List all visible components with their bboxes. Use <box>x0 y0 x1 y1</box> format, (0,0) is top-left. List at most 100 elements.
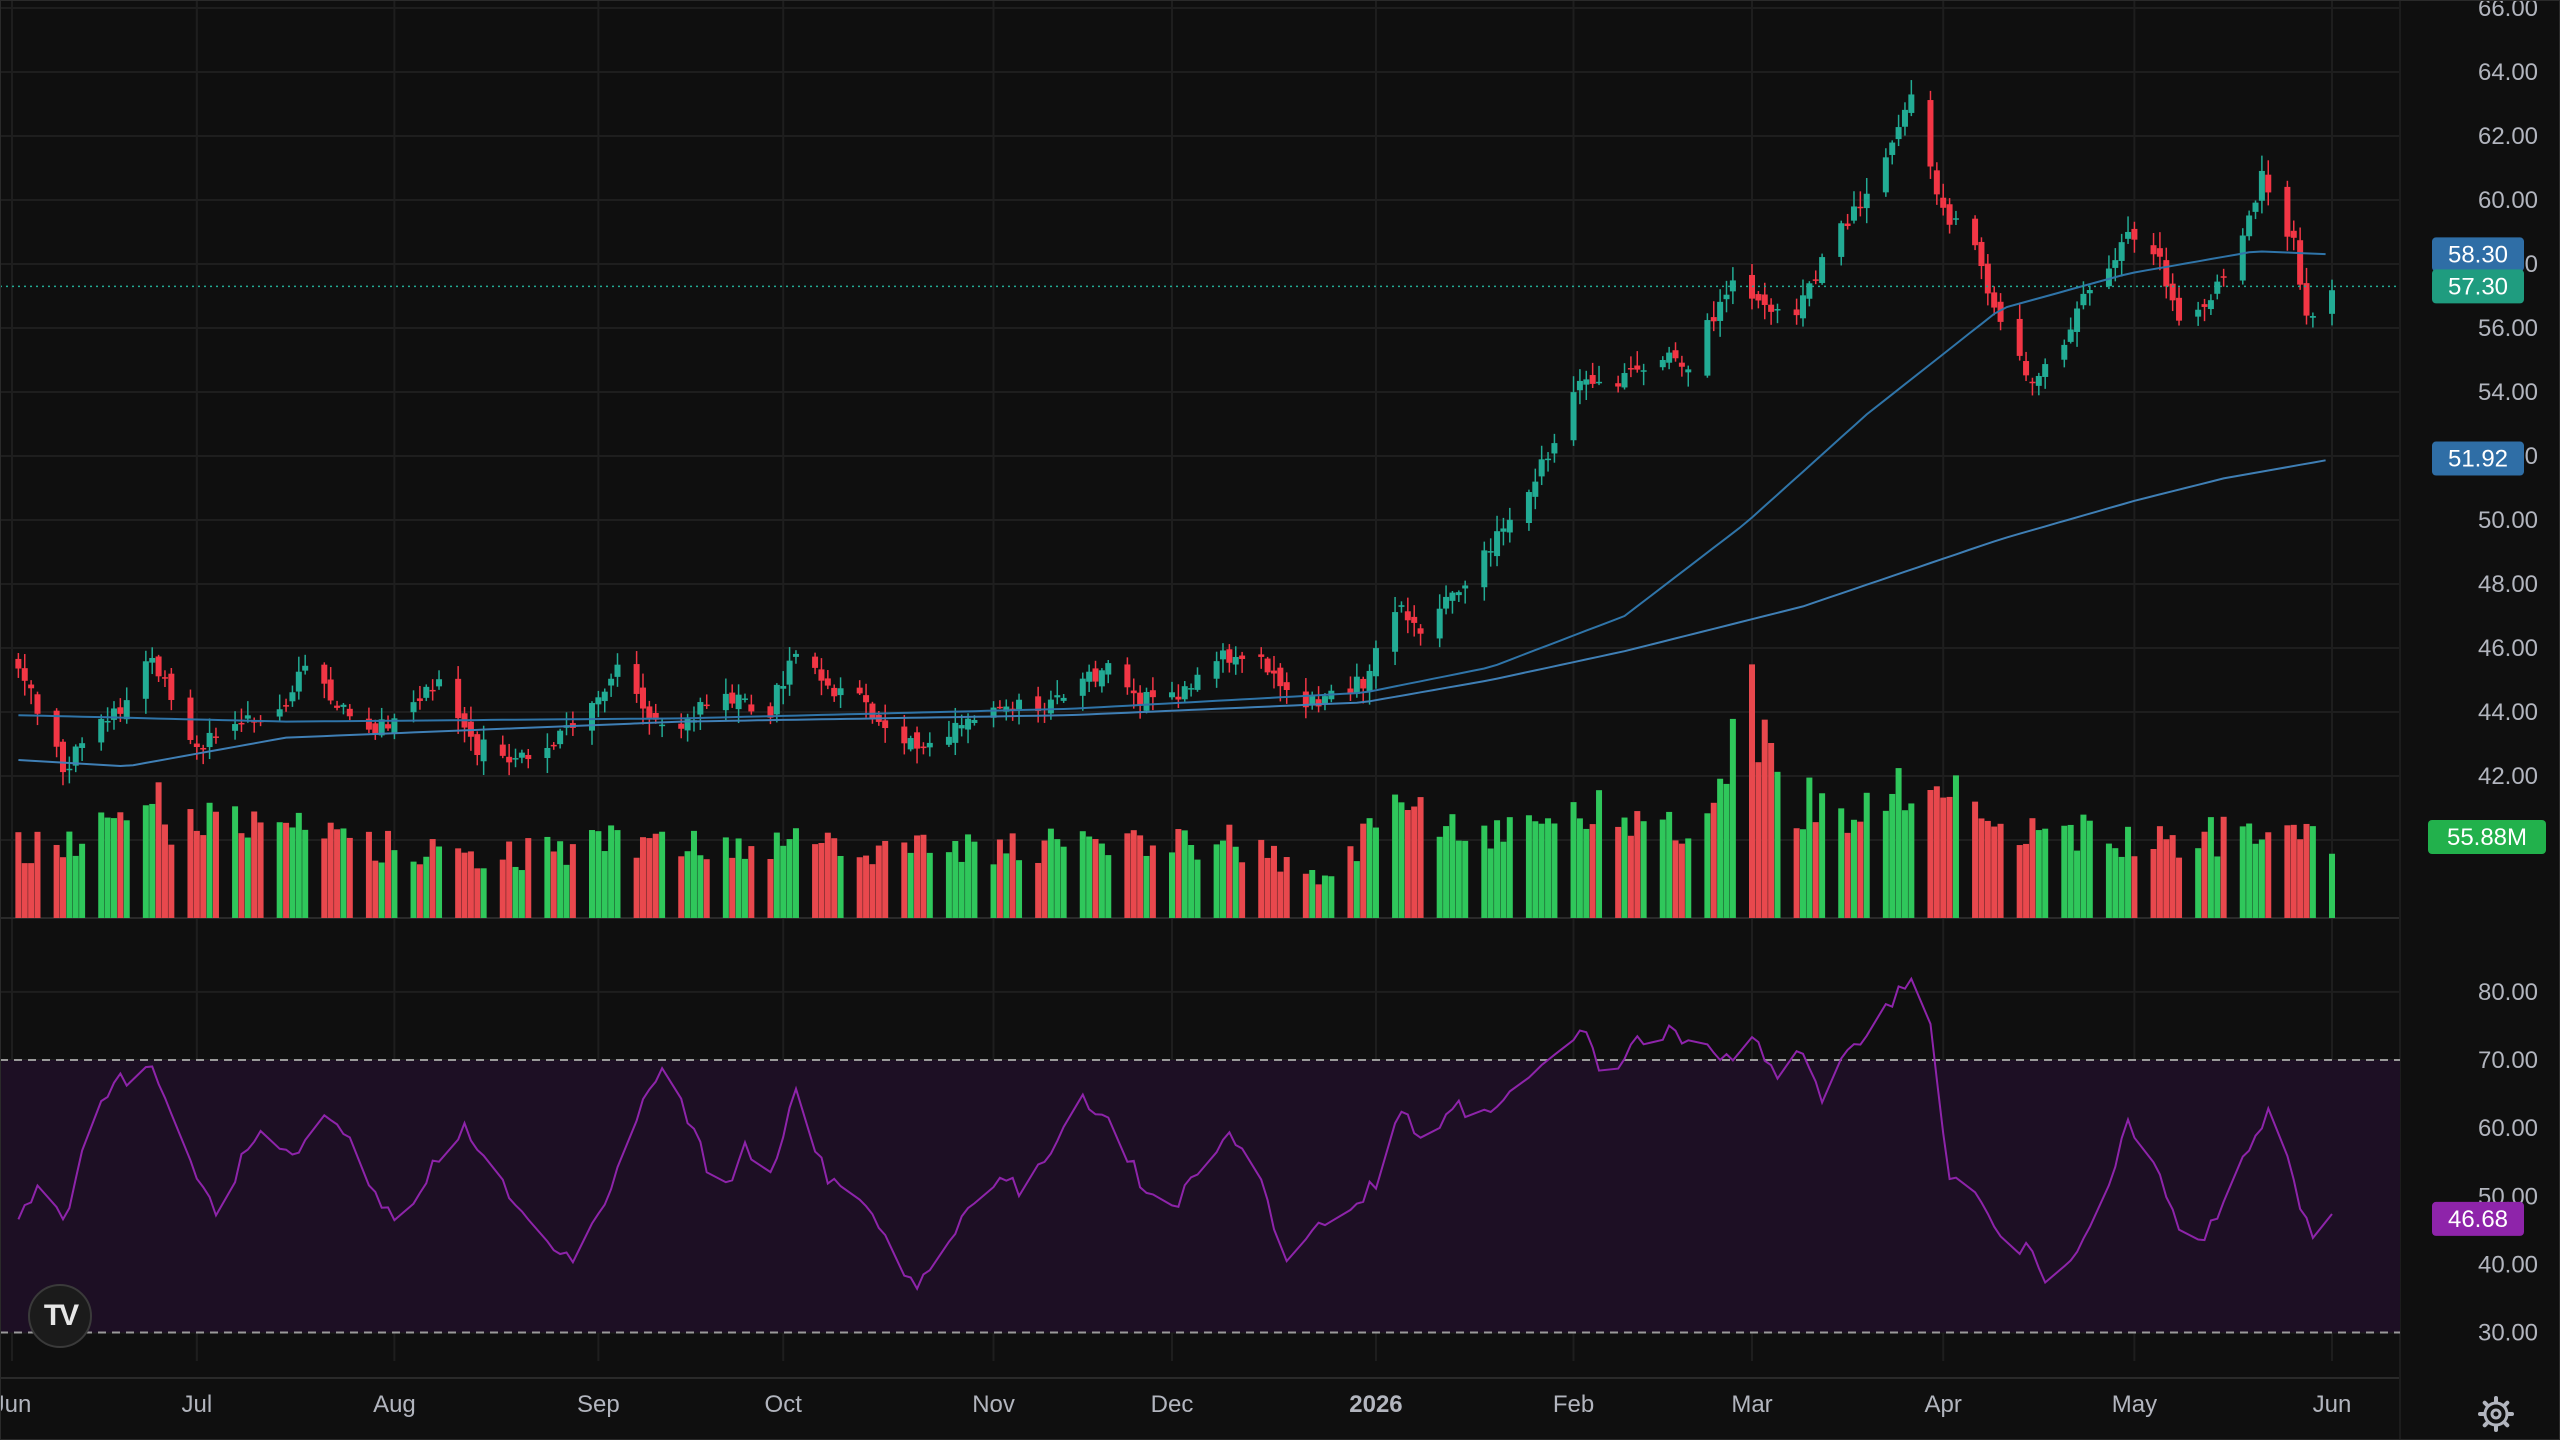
candle-body <box>812 656 819 668</box>
volume-bar <box>302 829 309 918</box>
candle-body <box>1226 649 1233 663</box>
volume-bar <box>1181 830 1188 918</box>
candle-body <box>1366 670 1373 692</box>
volume-bar <box>1016 860 1023 918</box>
candle-body <box>856 687 863 694</box>
time-tick-label: Mar <box>1731 1391 1772 1418</box>
candle-body <box>1723 294 1730 300</box>
candle-body <box>2246 215 2253 237</box>
volume-bar <box>429 839 436 918</box>
volume-bar <box>1838 808 1845 918</box>
candle-body <box>1596 381 1603 384</box>
volume-bar <box>589 830 595 918</box>
candle-body <box>1978 241 1985 267</box>
volume-bar <box>1882 810 1889 918</box>
volume-bar <box>2016 845 2023 918</box>
volume-bar <box>722 837 729 918</box>
candle-body <box>1717 301 1724 321</box>
candle-body <box>436 679 443 687</box>
candle-body <box>1047 699 1054 714</box>
volume-bar <box>2067 824 2074 918</box>
candle-body <box>614 664 621 677</box>
volume-bar <box>920 834 927 918</box>
candle-body <box>1838 223 1845 257</box>
rsi-value-tag: 46.68 <box>2448 1206 2508 1233</box>
candle-body <box>2125 231 2132 239</box>
volume-bar <box>1946 796 1953 918</box>
volume-bar <box>2125 826 2132 918</box>
candle-body <box>410 702 417 713</box>
candle-body <box>1634 365 1641 370</box>
candle-body <box>1347 688 1354 694</box>
volume-bar <box>1659 819 1666 918</box>
candle-body <box>1997 301 2004 322</box>
rsi-tick-label: 40.00 <box>2478 1251 2538 1278</box>
candle-body <box>2239 235 2246 281</box>
candle-body <box>1035 696 1042 712</box>
candle-body <box>818 669 825 681</box>
candle-body <box>429 689 436 692</box>
candle-body <box>1060 697 1067 701</box>
volume-bar <box>652 833 659 918</box>
candle-body <box>455 678 462 719</box>
candle-body <box>2258 170 2265 201</box>
volume-bar <box>1054 839 1061 918</box>
candle-body <box>525 754 532 760</box>
rsi-series <box>0 976 2400 1334</box>
volume-bar <box>66 831 73 918</box>
candle-body <box>321 664 328 684</box>
candle-body <box>123 700 130 720</box>
candle-body <box>971 719 978 724</box>
price-axis[interactable]: 66.0064.0062.0060.0058.0056.0054.0052.00… <box>2478 0 2538 854</box>
volume-bar <box>1169 852 1175 918</box>
volume-bar <box>818 843 825 918</box>
volume-bar <box>1570 802 1577 918</box>
volume-bar <box>206 802 213 918</box>
volume-bar <box>792 828 799 918</box>
volume-bar <box>512 866 519 918</box>
candle-body <box>2195 309 2202 317</box>
settings-gear-icon[interactable] <box>2476 1394 2516 1434</box>
candle-body <box>735 694 742 710</box>
volume-bar <box>697 855 704 918</box>
volume-bar <box>123 820 130 918</box>
candle-body <box>98 718 105 743</box>
candle-body <box>945 736 952 745</box>
candle-body <box>1583 379 1590 385</box>
rsi-tick-label: 60.00 <box>2478 1115 2538 1142</box>
candle-body <box>1901 109 1908 127</box>
tradingview-logo[interactable]: TV <box>28 1284 92 1348</box>
volume-bar <box>958 861 965 918</box>
volume-bar <box>1366 818 1373 918</box>
volume-bar <box>2023 843 2030 918</box>
candle-body <box>1360 678 1367 689</box>
candle-body <box>1481 550 1488 588</box>
volume-bar <box>1704 813 1711 918</box>
candle-body <box>327 679 334 701</box>
candle-body <box>1895 127 1902 140</box>
volume-bar <box>1596 790 1603 918</box>
volume-bar <box>965 834 972 918</box>
volume-bar <box>1481 825 1488 918</box>
candle-body <box>608 678 615 686</box>
moving-average-lines <box>0 250 2400 768</box>
volume-bar <box>945 852 952 918</box>
price-tick-label: 50.00 <box>2478 507 2538 534</box>
candle-body <box>2290 230 2297 238</box>
volume-bar <box>767 858 774 918</box>
candle-body <box>1443 596 1450 609</box>
candle-body <box>499 744 506 756</box>
candle-body <box>2169 283 2176 301</box>
volume-bar <box>1003 853 1010 918</box>
volume-bar <box>2239 826 2246 918</box>
volume-bar <box>1411 806 1418 918</box>
volume-bar <box>729 857 736 918</box>
time-axis[interactable]: Jun Jul Aug Sep Oct Nov Dec 2026 Feb Mar Apr May Jun <box>0 1391 2351 1418</box>
volume-bar <box>161 824 168 918</box>
volume-bar <box>659 831 666 918</box>
candle-body <box>652 712 659 720</box>
candle-body <box>117 707 124 714</box>
candle-body <box>1149 690 1156 698</box>
